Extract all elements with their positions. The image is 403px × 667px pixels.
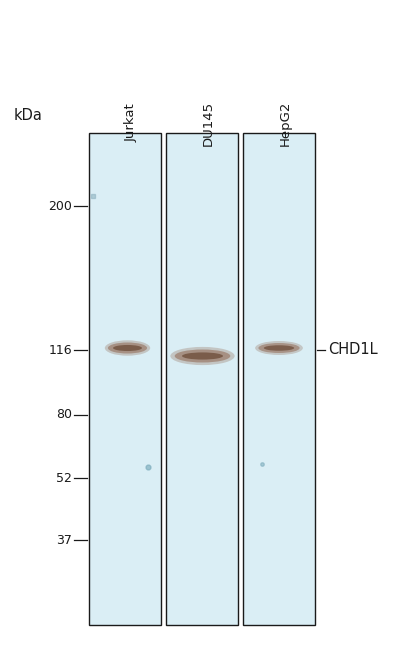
Text: CHD1L: CHD1L (328, 342, 378, 358)
Text: kDa: kDa (14, 107, 42, 123)
Bar (243, 133, 315, 625)
Bar (89, 133, 161, 625)
Text: 80: 80 (56, 408, 72, 422)
Text: HepG2: HepG2 (279, 100, 292, 145)
Text: DU145: DU145 (202, 101, 215, 145)
Bar (166, 133, 238, 625)
Text: 37: 37 (56, 534, 72, 546)
Ellipse shape (108, 342, 147, 354)
Ellipse shape (255, 341, 303, 355)
Ellipse shape (258, 343, 299, 353)
Text: Jurkat: Jurkat (125, 103, 138, 142)
Ellipse shape (113, 345, 142, 351)
Text: 116: 116 (48, 344, 72, 356)
Text: 200: 200 (48, 199, 72, 213)
Ellipse shape (264, 346, 294, 351)
Text: 52: 52 (56, 472, 72, 484)
Ellipse shape (105, 340, 150, 356)
Ellipse shape (175, 350, 230, 362)
Ellipse shape (170, 347, 235, 365)
Ellipse shape (182, 352, 223, 360)
